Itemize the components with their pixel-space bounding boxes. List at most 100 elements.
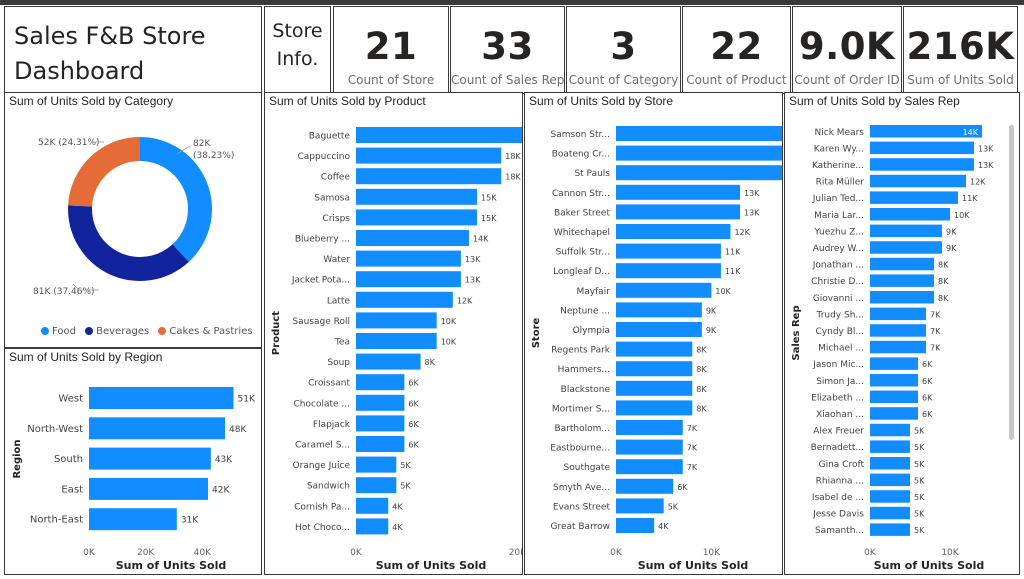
bar[interactable] bbox=[870, 208, 950, 221]
bar[interactable] bbox=[356, 477, 397, 494]
kpi-card-store[interactable]: 21 Count of Store bbox=[333, 6, 449, 94]
bar[interactable] bbox=[870, 340, 926, 354]
bar[interactable] bbox=[356, 333, 437, 349]
bar[interactable] bbox=[870, 241, 942, 254]
bar[interactable] bbox=[870, 490, 910, 503]
category-label: Cyndy Bl... bbox=[816, 327, 864, 337]
bar[interactable] bbox=[616, 380, 693, 396]
bar[interactable] bbox=[616, 400, 693, 416]
bar[interactable] bbox=[356, 209, 478, 226]
bar[interactable] bbox=[89, 447, 211, 470]
bar[interactable] bbox=[356, 230, 469, 246]
salesrep-chart-panel[interactable]: Sum of Units Sold by Sales Rep Nick Mear… bbox=[784, 92, 1020, 575]
bar[interactable] bbox=[870, 191, 958, 204]
region-chart-panel[interactable]: Sum of Units Sold by Region West 51K North… bbox=[4, 348, 262, 575]
bar[interactable] bbox=[870, 473, 910, 487]
bar[interactable] bbox=[356, 291, 453, 308]
bar[interactable] bbox=[356, 518, 389, 535]
legend-cakes[interactable]: Cakes & Pastries bbox=[169, 326, 253, 337]
data-label: 10K bbox=[954, 211, 970, 220]
bar[interactable] bbox=[616, 126, 782, 141]
bar[interactable] bbox=[870, 440, 910, 453]
bar[interactable] bbox=[616, 184, 740, 200]
store-bar-chart[interactable]: Samson Str...23KBoateng Cr...20KSt Pauls… bbox=[525, 93, 782, 574]
bar[interactable] bbox=[356, 374, 405, 391]
region-bar-chart[interactable]: West 51K North-West 48K South 43K East 42K North… bbox=[5, 349, 261, 574]
bar[interactable] bbox=[616, 361, 693, 377]
bar[interactable] bbox=[356, 436, 405, 452]
category-chart-panel[interactable]: Sum of Units Sold by Category 82K (38.23… bbox=[4, 92, 262, 348]
bar[interactable] bbox=[616, 439, 683, 455]
bar[interactable] bbox=[870, 307, 926, 321]
bar[interactable] bbox=[356, 312, 437, 329]
kpi-card-order-id[interactable]: 9.0K Count of Order ID bbox=[792, 6, 902, 94]
kpi-card-category[interactable]: 3 Count of Category bbox=[566, 6, 681, 94]
bar[interactable] bbox=[356, 250, 461, 267]
salesrep-bar-chart[interactable]: Nick Mears 14K Karen Wy... 13K Katherine... 1… bbox=[785, 93, 1019, 574]
data-label: 14K bbox=[473, 235, 489, 244]
store-chart-panel[interactable]: Sum of Units Sold by Store Samson Str...… bbox=[524, 92, 783, 575]
kpi-card-sales-rep[interactable]: 33 Count of Sales Rep bbox=[450, 6, 565, 94]
bar[interactable] bbox=[870, 506, 910, 520]
bar[interactable] bbox=[356, 456, 397, 473]
bar[interactable] bbox=[870, 174, 966, 188]
bar[interactable] bbox=[616, 243, 721, 259]
bar[interactable] bbox=[870, 224, 942, 238]
bar[interactable] bbox=[616, 478, 674, 494]
bar[interactable] bbox=[356, 127, 522, 143]
bar[interactable] bbox=[616, 263, 721, 279]
kpi-card-product[interactable]: 22 Count of Product bbox=[682, 6, 791, 94]
donut-slice-cakes[interactable] bbox=[68, 137, 140, 207]
bar[interactable] bbox=[616, 322, 702, 337]
bar[interactable] bbox=[356, 271, 461, 288]
bar[interactable] bbox=[870, 423, 910, 437]
bar[interactable] bbox=[356, 168, 502, 185]
donut-slice-food[interactable] bbox=[140, 137, 213, 262]
bar[interactable] bbox=[356, 147, 502, 164]
bar[interactable] bbox=[616, 518, 655, 533]
bar[interactable] bbox=[870, 374, 918, 387]
bar[interactable] bbox=[870, 158, 974, 171]
bar[interactable] bbox=[870, 357, 918, 370]
bar[interactable] bbox=[870, 257, 934, 271]
bar[interactable] bbox=[616, 165, 782, 181]
bar[interactable] bbox=[356, 394, 405, 411]
category-label: Boateng Cr... bbox=[552, 150, 610, 160]
bar[interactable] bbox=[870, 291, 934, 304]
bar[interactable] bbox=[616, 341, 693, 357]
bar[interactable] bbox=[356, 497, 389, 514]
bar[interactable] bbox=[616, 420, 683, 435]
bar[interactable] bbox=[616, 282, 712, 298]
bar[interactable] bbox=[616, 498, 664, 514]
bar[interactable] bbox=[870, 457, 910, 470]
bar[interactable] bbox=[616, 204, 740, 220]
bar[interactable] bbox=[870, 125, 982, 138]
bar[interactable] bbox=[616, 459, 683, 475]
bar[interactable] bbox=[356, 188, 478, 205]
bar[interactable] bbox=[89, 477, 208, 500]
salesrep-scrollbar[interactable] bbox=[1009, 125, 1014, 440]
bar[interactable] bbox=[870, 324, 926, 337]
bar[interactable] bbox=[870, 274, 934, 287]
product-chart-panel[interactable]: Sum of Units Sold by Product Baguette27K… bbox=[264, 92, 523, 575]
bar[interactable] bbox=[870, 390, 918, 404]
bar[interactable] bbox=[870, 523, 910, 536]
donut-slice-beverages[interactable] bbox=[68, 205, 189, 281]
product-bar-chart[interactable]: Baguette27KCappuccino18KCoffee18KSamosa1… bbox=[265, 93, 522, 574]
legend-beverages[interactable]: Beverages bbox=[96, 326, 150, 337]
bar[interactable] bbox=[89, 508, 177, 531]
bar[interactable] bbox=[356, 353, 421, 370]
bar[interactable] bbox=[89, 387, 234, 409]
bar[interactable] bbox=[616, 224, 731, 239]
legend-food[interactable]: Food bbox=[52, 326, 76, 337]
bar[interactable] bbox=[870, 407, 918, 420]
bar[interactable] bbox=[89, 417, 225, 440]
kpi-card-units-sold[interactable]: 216K Sum of Units Sold bbox=[903, 6, 1018, 94]
category-label: Whitechapel bbox=[554, 228, 610, 238]
category-donut-chart[interactable]: 82K (38.23%) 81K (37.46%) 52K (24.31%) bbox=[5, 93, 261, 347]
y-axis-title: Region bbox=[12, 439, 23, 478]
bar[interactable] bbox=[616, 145, 782, 161]
bar[interactable] bbox=[616, 302, 702, 318]
bar[interactable] bbox=[870, 141, 974, 155]
bar[interactable] bbox=[356, 415, 405, 432]
